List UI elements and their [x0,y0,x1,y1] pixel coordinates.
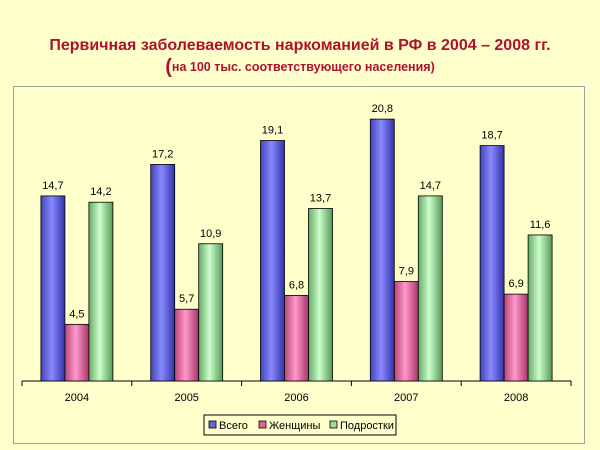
data-label: 6,9 [508,278,523,290]
data-label: 17,2 [152,148,173,160]
bar-Всего-2007 [369,118,395,382]
bar-Подростки-2007 [417,195,443,382]
data-label: 5,7 [179,293,194,305]
x-tick-label: 2008 [504,392,528,404]
data-label: 14,7 [42,180,63,192]
bar-Женщины-2004 [64,323,90,382]
bar-Подростки-2006 [308,208,333,382]
legend-label: Всего [219,420,248,432]
subtitle-text: на 100 тыс. соответствующего населения) [171,60,435,74]
x-tick-label: 2004 [65,392,89,404]
bar-Подростки-2005 [198,243,224,382]
data-label: 10,9 [200,228,221,240]
bar-Всего-2005 [150,164,176,382]
bar-Женщины-2008 [503,293,529,382]
legend-swatch-Женщины [258,420,267,429]
data-label: 4,5 [69,308,84,320]
subtitle-open-paren: ( [165,56,172,78]
chart-area-frame [13,86,585,444]
data-label: 14,7 [420,180,441,192]
bar-Всего-2006 [260,140,285,382]
data-label: 6,8 [289,279,304,291]
bar-Всего-2004 [40,195,66,382]
legend-label: Подростки [340,420,394,432]
bar-Женщины-2005 [174,308,200,382]
bar-Подростки-2008 [527,234,553,382]
data-label: 20,8 [372,103,393,115]
chart-title: Первичная заболеваемость наркоманией в Р… [49,37,551,54]
legend-swatch-Подростки [329,420,338,429]
data-label: 13,7 [310,193,331,205]
legend-box [203,414,397,436]
data-label: 19,1 [262,125,283,137]
bar-Подростки-2004 [88,201,114,382]
x-tick-label: 2006 [284,392,308,404]
x-tick-label: 2007 [394,392,418,404]
legend-swatch-Всего [208,420,217,429]
bar-Женщины-2007 [393,281,419,382]
data-label: 11,6 [530,219,551,231]
legend-label: Женщины [269,420,320,432]
x-tick-label: 2005 [174,392,198,404]
bar-Женщины-2006 [284,294,309,382]
bar-Всего-2008 [479,145,505,382]
data-label: 14,2 [90,186,111,198]
data-label: 18,7 [481,130,502,142]
data-label: 7,9 [399,266,414,278]
chart-subtitle: (на 100 тыс. соответствующего населения) [0,56,600,78]
